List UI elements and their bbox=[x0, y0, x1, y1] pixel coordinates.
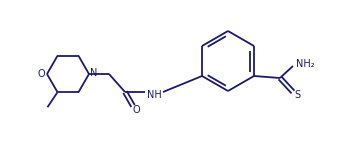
Text: O: O bbox=[132, 105, 140, 115]
Text: NH₂: NH₂ bbox=[296, 59, 314, 69]
Text: NH: NH bbox=[147, 90, 161, 100]
Text: S: S bbox=[294, 90, 300, 100]
Text: N: N bbox=[90, 68, 98, 78]
Text: O: O bbox=[37, 69, 45, 79]
